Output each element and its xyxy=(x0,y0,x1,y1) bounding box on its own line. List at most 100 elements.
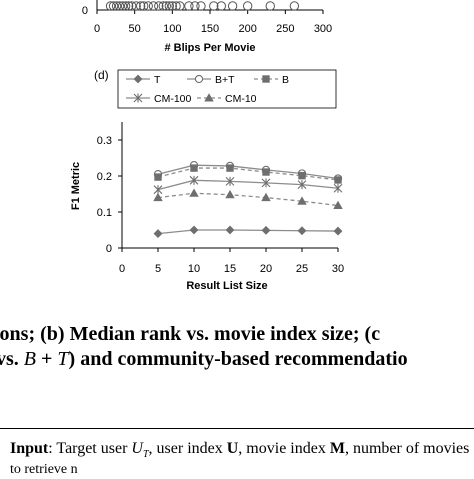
top-x-axis-title: # Blips Per Movie xyxy=(164,42,255,54)
top-marker xyxy=(242,1,253,11)
algorithm-text-c: , movie index xyxy=(238,440,330,457)
top-marker xyxy=(161,1,172,11)
top-marker xyxy=(175,1,185,11)
y-ticks: 0 0.1 0.2 0.3 xyxy=(97,135,122,255)
top-marker xyxy=(108,1,119,11)
caption-line-2-plus: + xyxy=(36,348,58,370)
legend-marker xyxy=(133,93,143,103)
data-point xyxy=(189,175,199,185)
top-marker xyxy=(135,1,146,11)
legend-entry: CM-10 xyxy=(197,93,257,105)
x-tick-label: 0 xyxy=(119,263,125,275)
caption-line-1-text: ions; (b) Median rank vs. movie index si… xyxy=(0,323,381,345)
series-cm-100 xyxy=(153,175,343,195)
legend-marker xyxy=(194,74,204,84)
top-x-ticks: 0 50 100 150 200 250 300 xyxy=(94,10,332,35)
data-point xyxy=(297,226,307,236)
algorithm-input-line-2: to retrieve n xyxy=(10,462,78,477)
top-x-tick-label: 300 xyxy=(314,23,332,35)
top-marker xyxy=(265,1,275,11)
top-x-tick-label: 200 xyxy=(238,23,256,35)
top-marker xyxy=(167,1,178,11)
top-marker xyxy=(143,1,153,11)
top-marker xyxy=(139,1,149,11)
series-cm-10 xyxy=(153,188,343,210)
data-point xyxy=(297,180,307,190)
caption-math-b: B xyxy=(23,348,37,370)
data-point xyxy=(226,164,234,172)
top-x-tick-label: 100 xyxy=(163,23,181,35)
x-ticks: 0 5 10 15 20 25 30 xyxy=(119,248,344,275)
top-marker xyxy=(131,1,141,11)
data-point xyxy=(333,183,343,193)
x-tick-label: 30 xyxy=(332,263,344,275)
top-marker xyxy=(164,1,175,11)
top-marker xyxy=(154,1,164,11)
legend-marker xyxy=(204,93,214,102)
top-marker xyxy=(289,1,300,11)
algorithm-user-index: U xyxy=(226,440,239,457)
top-marker xyxy=(148,1,159,11)
algorithm-text-b: , user index xyxy=(148,440,227,457)
series-b xyxy=(154,164,342,184)
algorithm-input-line: Input: Target user UT, user index U, mov… xyxy=(10,440,469,460)
y-tick-label: 0.2 xyxy=(97,171,112,183)
top-marker xyxy=(184,1,194,11)
data-point xyxy=(190,164,198,172)
legend-marker xyxy=(133,74,143,84)
top-marker xyxy=(111,1,122,11)
legend-entry: B+T xyxy=(187,74,235,86)
legend-label: T xyxy=(154,74,161,86)
algorithm-user-symbol: U xyxy=(131,440,143,457)
top-chart: 0 0 50 100 150 200 250 300 # Blips Per Movie xyxy=(82,0,332,54)
caption-line-2: vs. B + T) and community-based recommend… xyxy=(0,348,470,371)
data-point xyxy=(189,188,199,197)
top-marker xyxy=(196,1,206,11)
data-point xyxy=(261,225,271,235)
caption-line-1: ions; (b) Median rank vs. movie index si… xyxy=(0,323,468,346)
top-marker xyxy=(227,1,238,11)
x-tick-label: 15 xyxy=(224,263,236,275)
main-chart: (d) T B+T B CM-100 CM-10 0 0.1 0.2 0.3 0 5 10 15 20… xyxy=(70,68,344,292)
top-x-tick-label: 50 xyxy=(129,23,141,35)
top-marker xyxy=(123,1,134,11)
data-point xyxy=(153,192,163,202)
series-line xyxy=(157,192,339,207)
legend-label: B+T xyxy=(215,74,235,86)
algorithm-movie-index: M xyxy=(329,440,345,457)
top-marker xyxy=(126,1,137,11)
top-marker xyxy=(209,1,219,11)
series-line xyxy=(157,167,339,181)
legend-box xyxy=(117,69,337,109)
legend: T B+T B CM-100 CM-10 xyxy=(126,74,289,105)
series-line xyxy=(157,179,339,191)
series-t xyxy=(153,225,343,239)
panel-label: (d) xyxy=(94,68,109,82)
legend-label: B xyxy=(282,74,289,86)
data-point xyxy=(225,225,235,235)
y-axis-title: F1 Metric xyxy=(70,162,82,210)
y-tick-label: 0.1 xyxy=(97,207,112,219)
top-x-tick-label: 250 xyxy=(276,23,294,35)
algorithm-text-d: , number of movies xyxy=(344,440,470,457)
top-marker xyxy=(114,1,125,11)
series-line xyxy=(157,229,339,235)
series-layer xyxy=(153,161,343,239)
legend-label: CM-10 xyxy=(225,93,257,105)
top-marker xyxy=(117,1,128,11)
x-tick-label: 10 xyxy=(188,263,200,275)
legend-entry: CM-100 xyxy=(126,93,192,105)
data-point xyxy=(154,173,162,181)
top-x-tick-label: 150 xyxy=(201,23,219,35)
y-tick-label: 0.3 xyxy=(97,135,112,147)
x-tick-label: 20 xyxy=(260,263,272,275)
data-point xyxy=(153,185,163,195)
algorithm-user-sub: T xyxy=(142,449,149,461)
top-y-tick-label: 0 xyxy=(82,5,88,17)
data-point xyxy=(225,189,235,199)
y-tick-label: 0 xyxy=(106,243,112,255)
top-marker xyxy=(190,1,200,11)
data-point xyxy=(333,200,343,210)
data-point xyxy=(261,178,271,188)
